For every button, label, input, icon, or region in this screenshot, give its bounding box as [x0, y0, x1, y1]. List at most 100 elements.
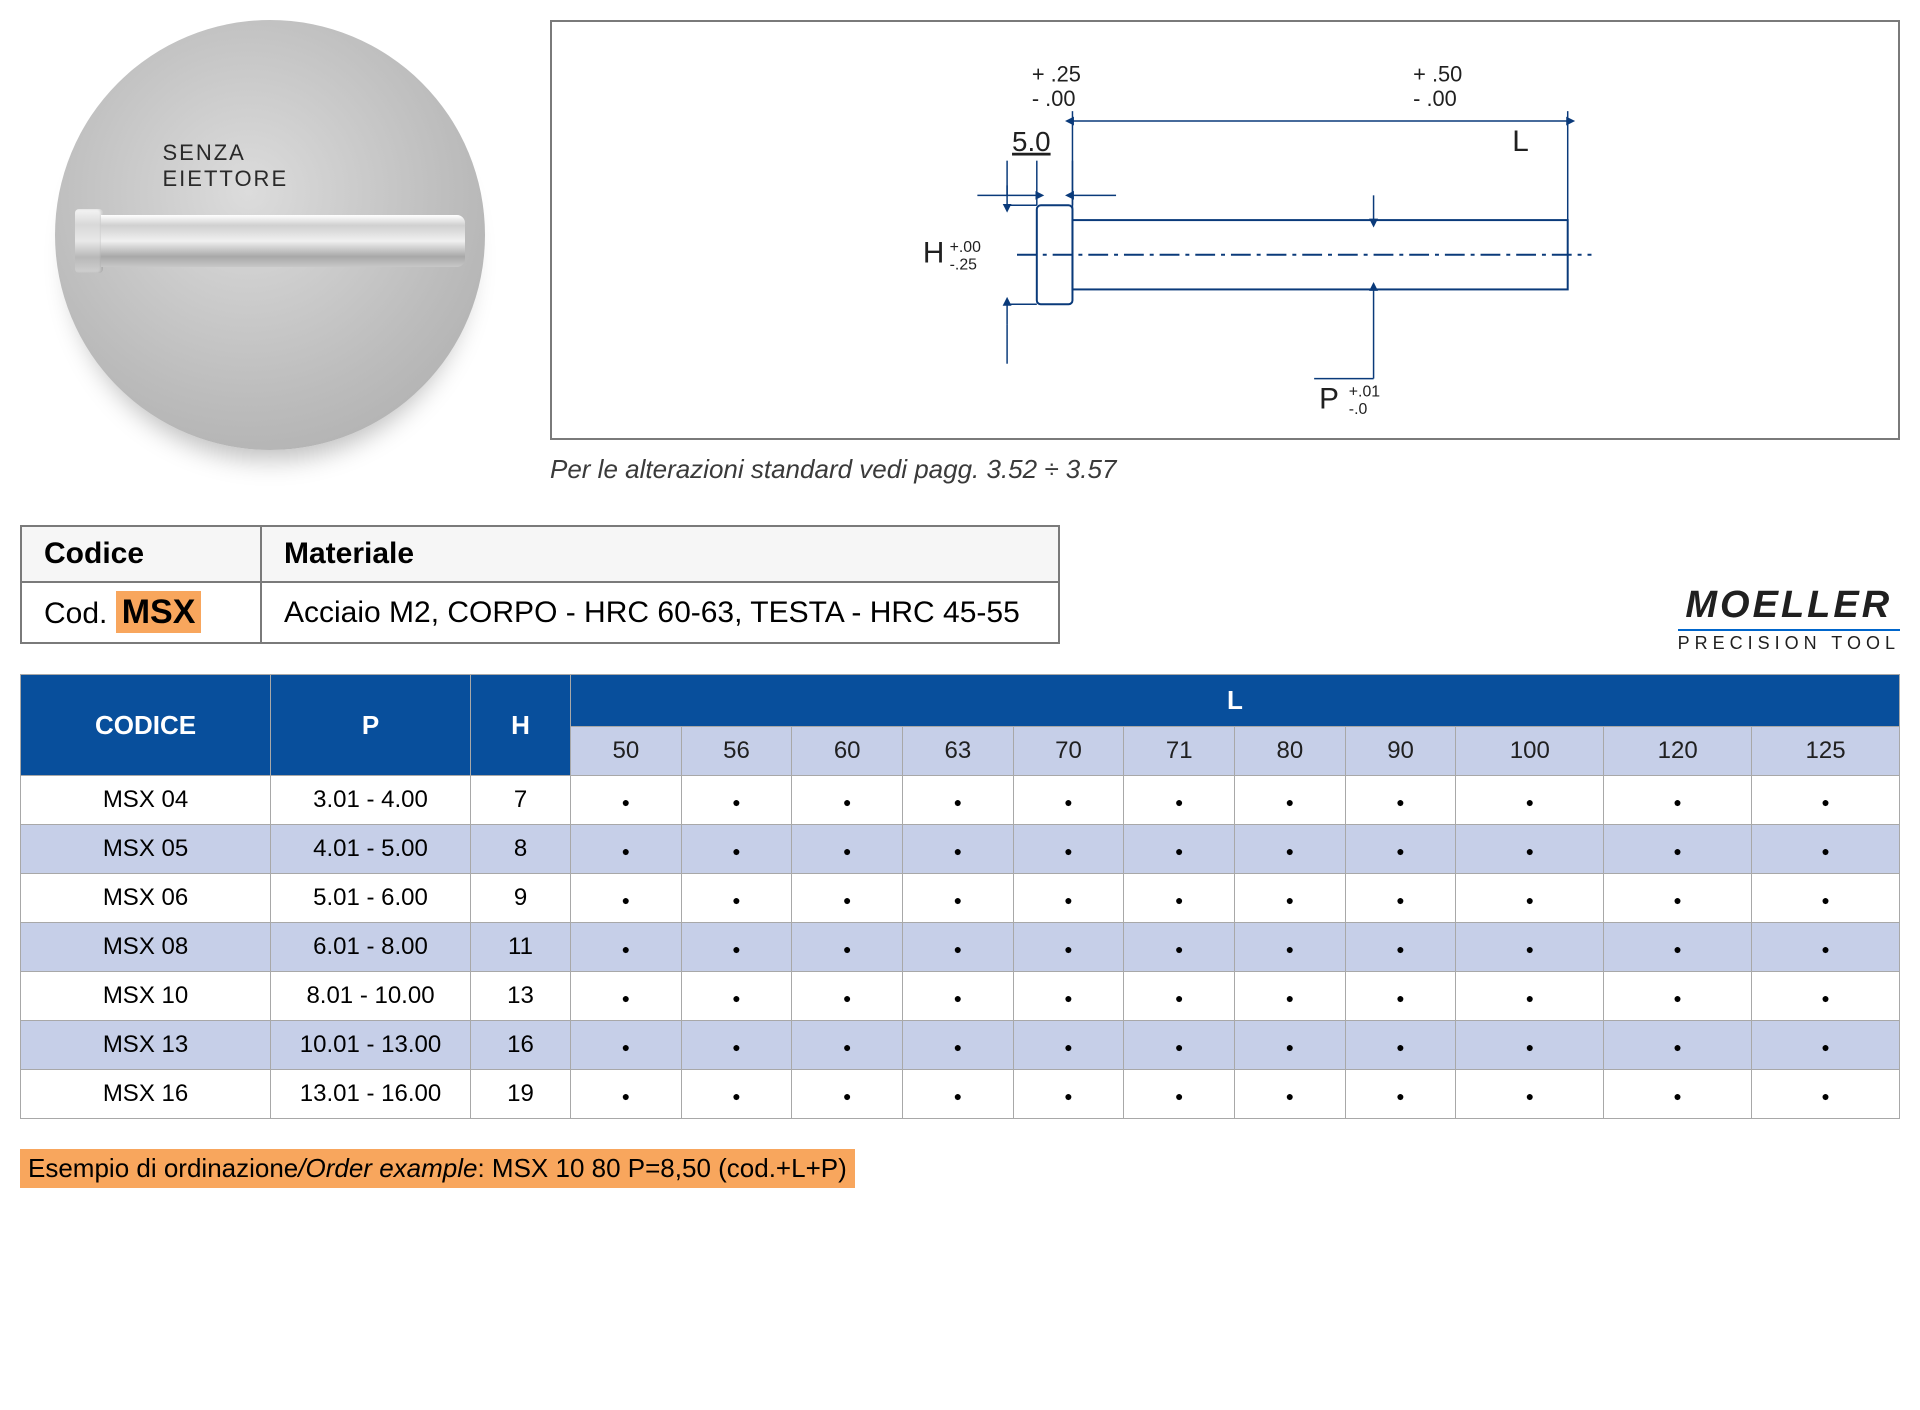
cell-H: 19 [471, 1070, 571, 1119]
dimensions-table: CODICE P H L 5056606370718090100120125 M… [20, 674, 1900, 1119]
cell-dot [1604, 972, 1752, 1021]
cell-dot [1235, 923, 1346, 972]
cell-dot [792, 923, 903, 972]
L-tol-plus: + .50 [1413, 61, 1462, 86]
cell-code: MSX 08 [21, 923, 271, 972]
cell-dot [681, 776, 792, 825]
cell-dot [1124, 1021, 1235, 1070]
cell-dot [903, 874, 1014, 923]
cell-dot [571, 923, 682, 972]
cell-dot [1124, 825, 1235, 874]
cell-dot [1124, 972, 1235, 1021]
diagram-note: Per le alterazioni standard vedi pagg. 3… [550, 454, 1900, 485]
footer-it: Esempio di ordinazione [28, 1153, 298, 1183]
cell-code: MSX 06 [21, 874, 271, 923]
cell-dot [1752, 825, 1900, 874]
hdr-L: L [571, 675, 1900, 727]
cell-dot [1235, 825, 1346, 874]
H-tol-minus: -.25 [950, 257, 977, 274]
cell-dot [1604, 874, 1752, 923]
P-label: P [1319, 382, 1339, 415]
cell-P: 4.01 - 5.00 [271, 825, 471, 874]
cell-dot [571, 825, 682, 874]
cell-dot [1235, 874, 1346, 923]
cell-P: 8.01 - 10.00 [271, 972, 471, 1021]
hdr-L-56: 56 [681, 727, 792, 776]
pin-body [101, 215, 465, 267]
table-row: MSX 054.01 - 5.008 [21, 825, 1900, 874]
diagram-wrap: + .50 - .00 L + .25 - .00 5.0 [550, 20, 1900, 485]
cell-dot [792, 825, 903, 874]
table-row: MSX 108.01 - 10.0013 [21, 972, 1900, 1021]
logo-sub: PRECISION TOOL [1678, 629, 1900, 654]
cell-dot [1013, 1070, 1124, 1119]
cell-dot [1456, 776, 1604, 825]
code-highlight: MSX [116, 591, 202, 633]
diagram-svg: + .50 - .00 L + .25 - .00 5.0 [552, 22, 1898, 438]
hdr-L-100: 100 [1456, 727, 1604, 776]
cell-dot [681, 972, 792, 1021]
table-row: MSX 1310.01 - 13.0016 [21, 1021, 1900, 1070]
cell-dot [1124, 776, 1235, 825]
logo-main: MOELLER [1678, 584, 1900, 627]
shank-tol-minus: - .00 [1032, 86, 1076, 111]
cell-dot [1752, 776, 1900, 825]
cell-dot [1752, 923, 1900, 972]
hdr-L-63: 63 [903, 727, 1014, 776]
cell-dot [571, 972, 682, 1021]
hdr-L-120: 120 [1604, 727, 1752, 776]
cell-dot [1235, 1021, 1346, 1070]
cell-code: MSX 16 [21, 1070, 271, 1119]
hdr-L-125: 125 [1752, 727, 1900, 776]
order-example: Esempio di ordinazione/Order example: MS… [20, 1149, 855, 1188]
cell-H: 7 [471, 776, 571, 825]
cell-dot [571, 1070, 682, 1119]
footer-en: /Order example [298, 1153, 477, 1183]
cell-dot [1235, 972, 1346, 1021]
cell-dot [1456, 972, 1604, 1021]
cell-dot [681, 923, 792, 972]
cell-dot [1345, 874, 1456, 923]
mat-materiale-hdr: Materiale [261, 526, 1059, 582]
cell-P: 3.01 - 4.00 [271, 776, 471, 825]
table-row: MSX 1613.01 - 16.0019 [21, 1070, 1900, 1119]
hdr-L-70: 70 [1013, 727, 1124, 776]
cell-P: 6.01 - 8.00 [271, 923, 471, 972]
cell-dot [1235, 1070, 1346, 1119]
top-row: SENZA EIETTORE [20, 20, 1900, 485]
H-label: H [923, 237, 944, 270]
cell-dot [1013, 874, 1124, 923]
cell-dot [1013, 776, 1124, 825]
cell-dot [1752, 1070, 1900, 1119]
cell-dot [681, 825, 792, 874]
table-row: MSX 043.01 - 4.007 [21, 776, 1900, 825]
hdr-L-80: 80 [1235, 727, 1346, 776]
cell-code: MSX 13 [21, 1021, 271, 1070]
cell-dot [571, 1021, 682, 1070]
cell-dot [903, 1070, 1014, 1119]
cell-dot [792, 1021, 903, 1070]
P-tol-plus: +.01 [1349, 383, 1380, 400]
cell-P: 10.01 - 13.00 [271, 1021, 471, 1070]
mat-codice-hdr: Codice [21, 526, 261, 582]
cell-dot [1604, 923, 1752, 972]
cell-H: 16 [471, 1021, 571, 1070]
cell-H: 13 [471, 972, 571, 1021]
footer-example: : MSX 10 80 P=8,50 (cod.+L+P) [477, 1153, 846, 1183]
hdr-H: H [471, 675, 571, 776]
cell-dot [1604, 1021, 1752, 1070]
hdr-L-50: 50 [571, 727, 682, 776]
P-tol-minus: -.0 [1349, 401, 1368, 418]
cell-dot [1345, 1021, 1456, 1070]
cell-P: 13.01 - 16.00 [271, 1070, 471, 1119]
cell-dot [1345, 825, 1456, 874]
cell-dot [681, 1070, 792, 1119]
hdr-L-90: 90 [1345, 727, 1456, 776]
cell-H: 8 [471, 825, 571, 874]
cell-dot [681, 1021, 792, 1070]
table-body: MSX 043.01 - 4.007MSX 054.01 - 5.008MSX … [21, 776, 1900, 1119]
table-row: MSX 086.01 - 8.0011 [21, 923, 1900, 972]
ejector-label: SENZA EIETTORE [163, 140, 378, 192]
cell-dot [903, 972, 1014, 1021]
hdr-L-71: 71 [1124, 727, 1235, 776]
